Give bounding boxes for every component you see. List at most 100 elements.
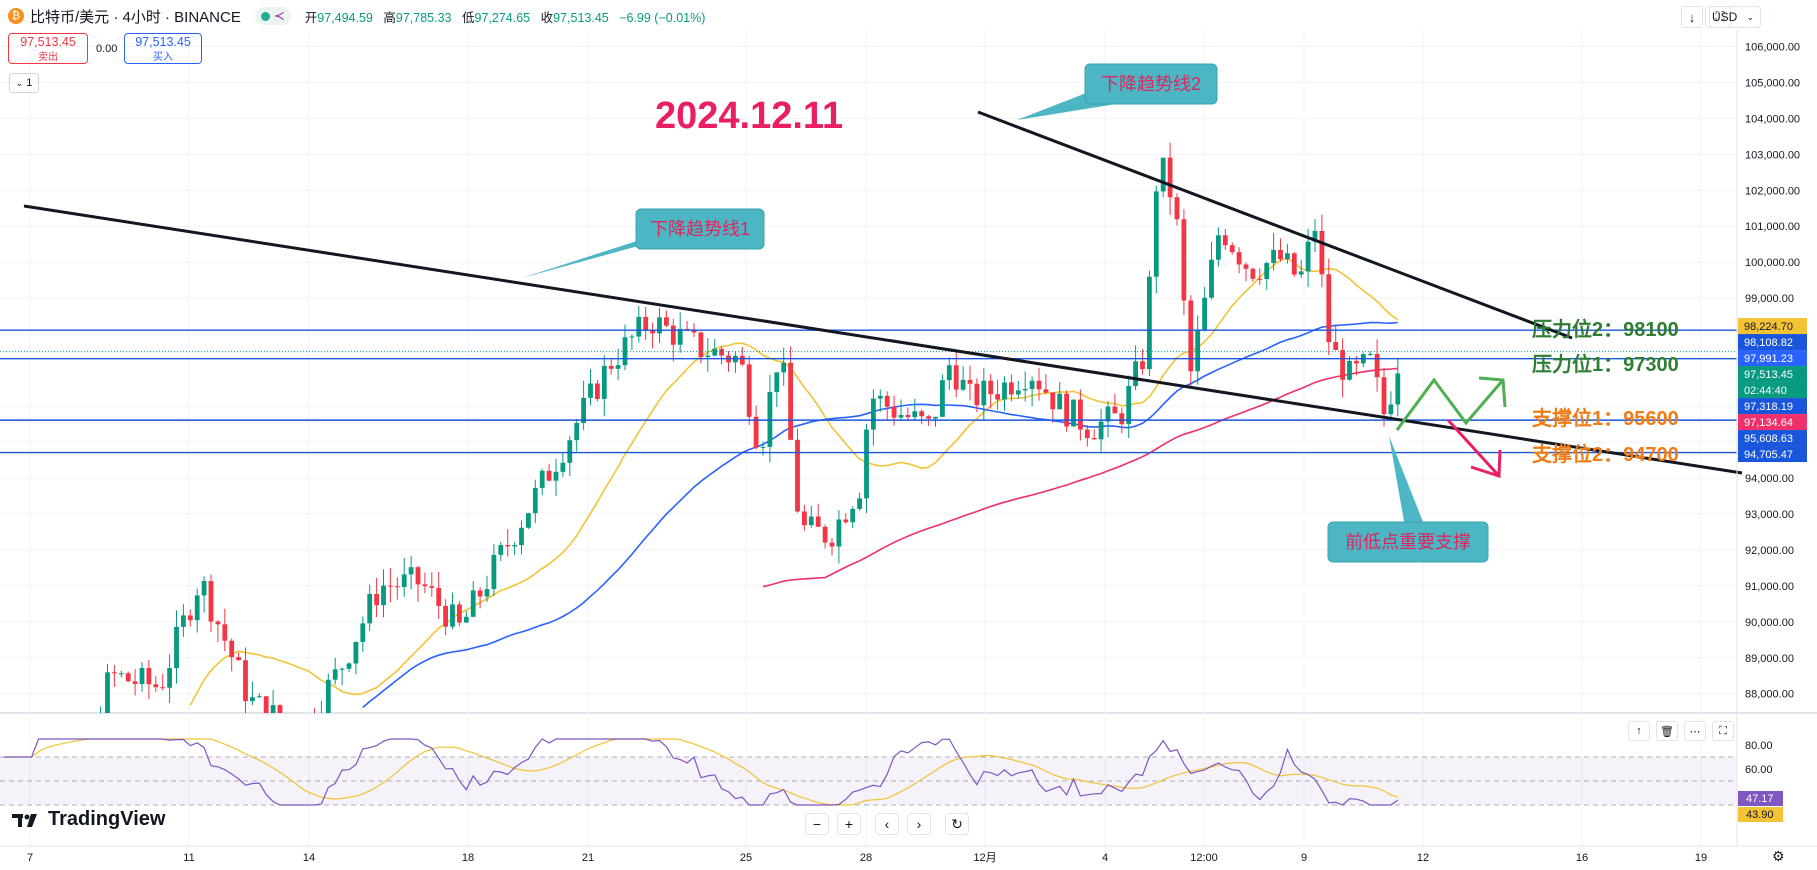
tradingview-logo[interactable]: TradingView — [12, 808, 165, 831]
price-tag-label: 95,608.63 — [1744, 433, 1793, 445]
candle-body — [1009, 382, 1014, 395]
price-tick-label: 106,000.00 — [1745, 41, 1800, 53]
chevron-right-icon[interactable]: › — [907, 813, 931, 835]
candle-body — [1071, 399, 1076, 427]
candle-body — [477, 590, 483, 597]
currency-select[interactable]: USD ⌄ — [1705, 6, 1761, 28]
sell-button[interactable]: 97,513.45 卖出 — [8, 33, 88, 64]
candle-body — [118, 673, 124, 675]
candle-body — [153, 684, 159, 688]
rsi-tick-label: 60.00 — [1745, 764, 1773, 776]
candle-body — [1002, 382, 1007, 400]
time-tick-label: 12:00 — [1190, 852, 1218, 864]
candle-body — [367, 593, 373, 624]
candle-body — [1147, 276, 1152, 370]
time-axis[interactable]: 7 11 14 18 21 25 28 12月 4 12:00 9 12 16 19 — [0, 845, 1817, 864]
candle-body — [788, 362, 793, 440]
candle-body — [181, 615, 186, 627]
arrow-down-icon[interactable]: ↓ — [1681, 6, 1703, 28]
candle-body — [408, 567, 414, 575]
candle-body — [1181, 219, 1187, 301]
trendlines[interactable] — [23, 110, 1743, 475]
candle-body — [139, 667, 145, 684]
candle-body — [967, 379, 973, 384]
candle-body — [1078, 399, 1083, 430]
horizontal-lines[interactable] — [0, 329, 1737, 454]
candle-body — [926, 416, 931, 419]
reset-icon[interactable]: ↻ — [945, 813, 969, 835]
candle-body — [263, 696, 269, 713]
candle-body — [429, 586, 435, 588]
time-tick-label: 25 — [740, 852, 752, 864]
candle-body — [650, 329, 655, 334]
price-tick-label: 105,000.00 — [1745, 77, 1800, 89]
maximize-icon[interactable]: ⛶ — [1712, 721, 1734, 741]
replay-icon: ≺ — [273, 8, 285, 23]
candle-body — [739, 355, 745, 365]
plus-icon[interactable]: + — [837, 813, 861, 835]
price-tag-label: 94,705.47 — [1744, 449, 1793, 461]
rsi-value-tag — [1738, 791, 1783, 806]
more-icon[interactable]: ⋯ — [1684, 721, 1706, 741]
candle-body — [1174, 197, 1180, 220]
candle-body — [194, 595, 200, 621]
candle-body — [132, 681, 138, 684]
price-axis[interactable]: 106,000.00 105,000.00 104,000.00 103,000.00… — [1736, 30, 1800, 846]
time-tick-label: 7 — [27, 852, 33, 864]
minus-icon[interactable]: − — [805, 813, 829, 835]
candle-body — [1333, 342, 1339, 351]
indicators-toggle[interactable]: ⌄ 1 — [9, 73, 39, 93]
rsi-panel: 80.00 60.00 — [0, 738, 1773, 806]
price-tag-label: 97,134.64 — [1744, 417, 1793, 429]
settings-gear-icon[interactable]: ⚙ — [1772, 848, 1785, 864]
price-tag-label: 98,224.70 — [1744, 321, 1793, 333]
candle-body — [187, 615, 193, 621]
downtrend-line-1[interactable] — [23, 204, 1743, 475]
candle-body — [670, 325, 676, 345]
candle-body — [1388, 404, 1394, 415]
downtrend-line-2[interactable] — [977, 110, 1573, 340]
candle-body — [712, 348, 718, 356]
candle-body — [677, 328, 683, 345]
grid — [0, 30, 1817, 846]
candle-body — [1264, 263, 1270, 279]
candle-body — [243, 660, 248, 702]
candle-body — [1285, 253, 1290, 260]
buy-price: 97,513.45 — [135, 35, 191, 49]
candle-body — [512, 545, 517, 547]
candle-body — [415, 567, 421, 585]
forecast-arrows — [1395, 376, 1507, 479]
candle-body — [270, 705, 276, 713]
candle-body — [581, 397, 586, 424]
candle-body — [526, 513, 531, 528]
buy-button[interactable]: 97,513.45 买入 — [124, 33, 202, 64]
candle-body — [919, 411, 925, 417]
time-tick-label: 19 — [1695, 852, 1707, 864]
candle-body — [884, 395, 890, 407]
date-annotation: 2024.12.11 — [655, 95, 843, 137]
candle-body — [1305, 241, 1311, 272]
callout-1-pointer — [522, 240, 660, 278]
candle-body — [1119, 413, 1125, 425]
trash-icon[interactable]: 🗑 — [1656, 721, 1678, 741]
arrow-up-icon[interactable]: ↑ — [1628, 721, 1650, 741]
candle-body — [436, 587, 442, 606]
price-tick-label: 92,000.00 — [1745, 545, 1794, 557]
open-value: 97,494.59 — [317, 10, 373, 25]
chevron-left-icon[interactable]: ‹ — [875, 813, 899, 835]
price-tick-label: 99,000.00 — [1745, 293, 1794, 305]
time-tick-label: 11 — [183, 852, 194, 864]
candle-body — [1022, 389, 1028, 391]
candle-body — [1374, 353, 1380, 378]
market-status[interactable]: ≺ — [254, 7, 291, 25]
rsi-panel-tools: ↑ 🗑 ⋯ ⛶ — [1628, 721, 1734, 741]
chart-navigation: − + ‹ › ↻ — [805, 813, 969, 835]
candle-body — [615, 365, 621, 369]
symbol-title[interactable]: 比特币/美元 · 4小时 · BINANCE — [30, 8, 241, 26]
candle-body — [995, 394, 1000, 400]
candle-body — [946, 365, 952, 381]
candle-body — [898, 414, 904, 418]
candle-body — [774, 372, 780, 393]
candle-body — [1084, 429, 1090, 439]
